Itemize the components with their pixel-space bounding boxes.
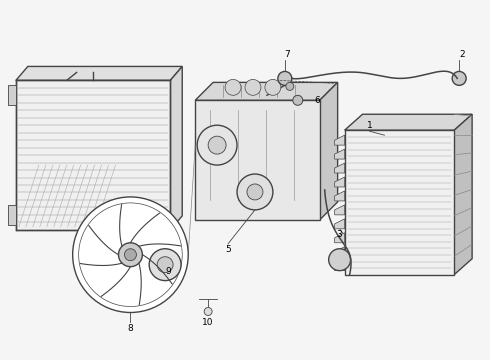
Polygon shape — [319, 82, 338, 220]
Polygon shape — [335, 149, 344, 159]
Polygon shape — [335, 163, 344, 173]
Circle shape — [204, 307, 212, 315]
Polygon shape — [454, 114, 472, 275]
Circle shape — [278, 71, 292, 85]
Circle shape — [73, 197, 188, 312]
Text: 7: 7 — [284, 50, 290, 59]
Text: 1: 1 — [367, 121, 372, 130]
Polygon shape — [16, 80, 171, 230]
Polygon shape — [335, 219, 344, 229]
Polygon shape — [16, 67, 182, 80]
Text: 9: 9 — [166, 267, 171, 276]
Text: 5: 5 — [225, 245, 231, 254]
Polygon shape — [335, 205, 344, 215]
Circle shape — [225, 80, 241, 95]
Circle shape — [237, 174, 273, 210]
Polygon shape — [335, 177, 344, 187]
Circle shape — [124, 249, 136, 261]
Polygon shape — [335, 261, 344, 271]
Text: 8: 8 — [127, 324, 133, 333]
Polygon shape — [335, 247, 344, 257]
Circle shape — [245, 80, 261, 95]
Text: 2: 2 — [459, 50, 465, 59]
Circle shape — [293, 95, 303, 105]
Polygon shape — [335, 191, 344, 201]
Circle shape — [329, 249, 350, 271]
Polygon shape — [195, 100, 319, 220]
Polygon shape — [335, 233, 344, 243]
Circle shape — [119, 243, 143, 267]
Polygon shape — [195, 82, 338, 100]
Text: 6: 6 — [315, 96, 320, 105]
Circle shape — [149, 249, 181, 280]
Circle shape — [197, 125, 237, 165]
Polygon shape — [344, 114, 472, 130]
Text: 3: 3 — [337, 230, 343, 239]
Circle shape — [208, 136, 226, 154]
Circle shape — [247, 184, 263, 200]
Text: 10: 10 — [202, 318, 214, 327]
Polygon shape — [8, 85, 16, 105]
Circle shape — [157, 257, 173, 273]
Circle shape — [286, 82, 294, 90]
Polygon shape — [335, 135, 344, 145]
Polygon shape — [8, 205, 16, 225]
Polygon shape — [344, 130, 454, 275]
Circle shape — [452, 71, 466, 85]
Polygon shape — [171, 67, 182, 230]
Circle shape — [265, 80, 281, 95]
